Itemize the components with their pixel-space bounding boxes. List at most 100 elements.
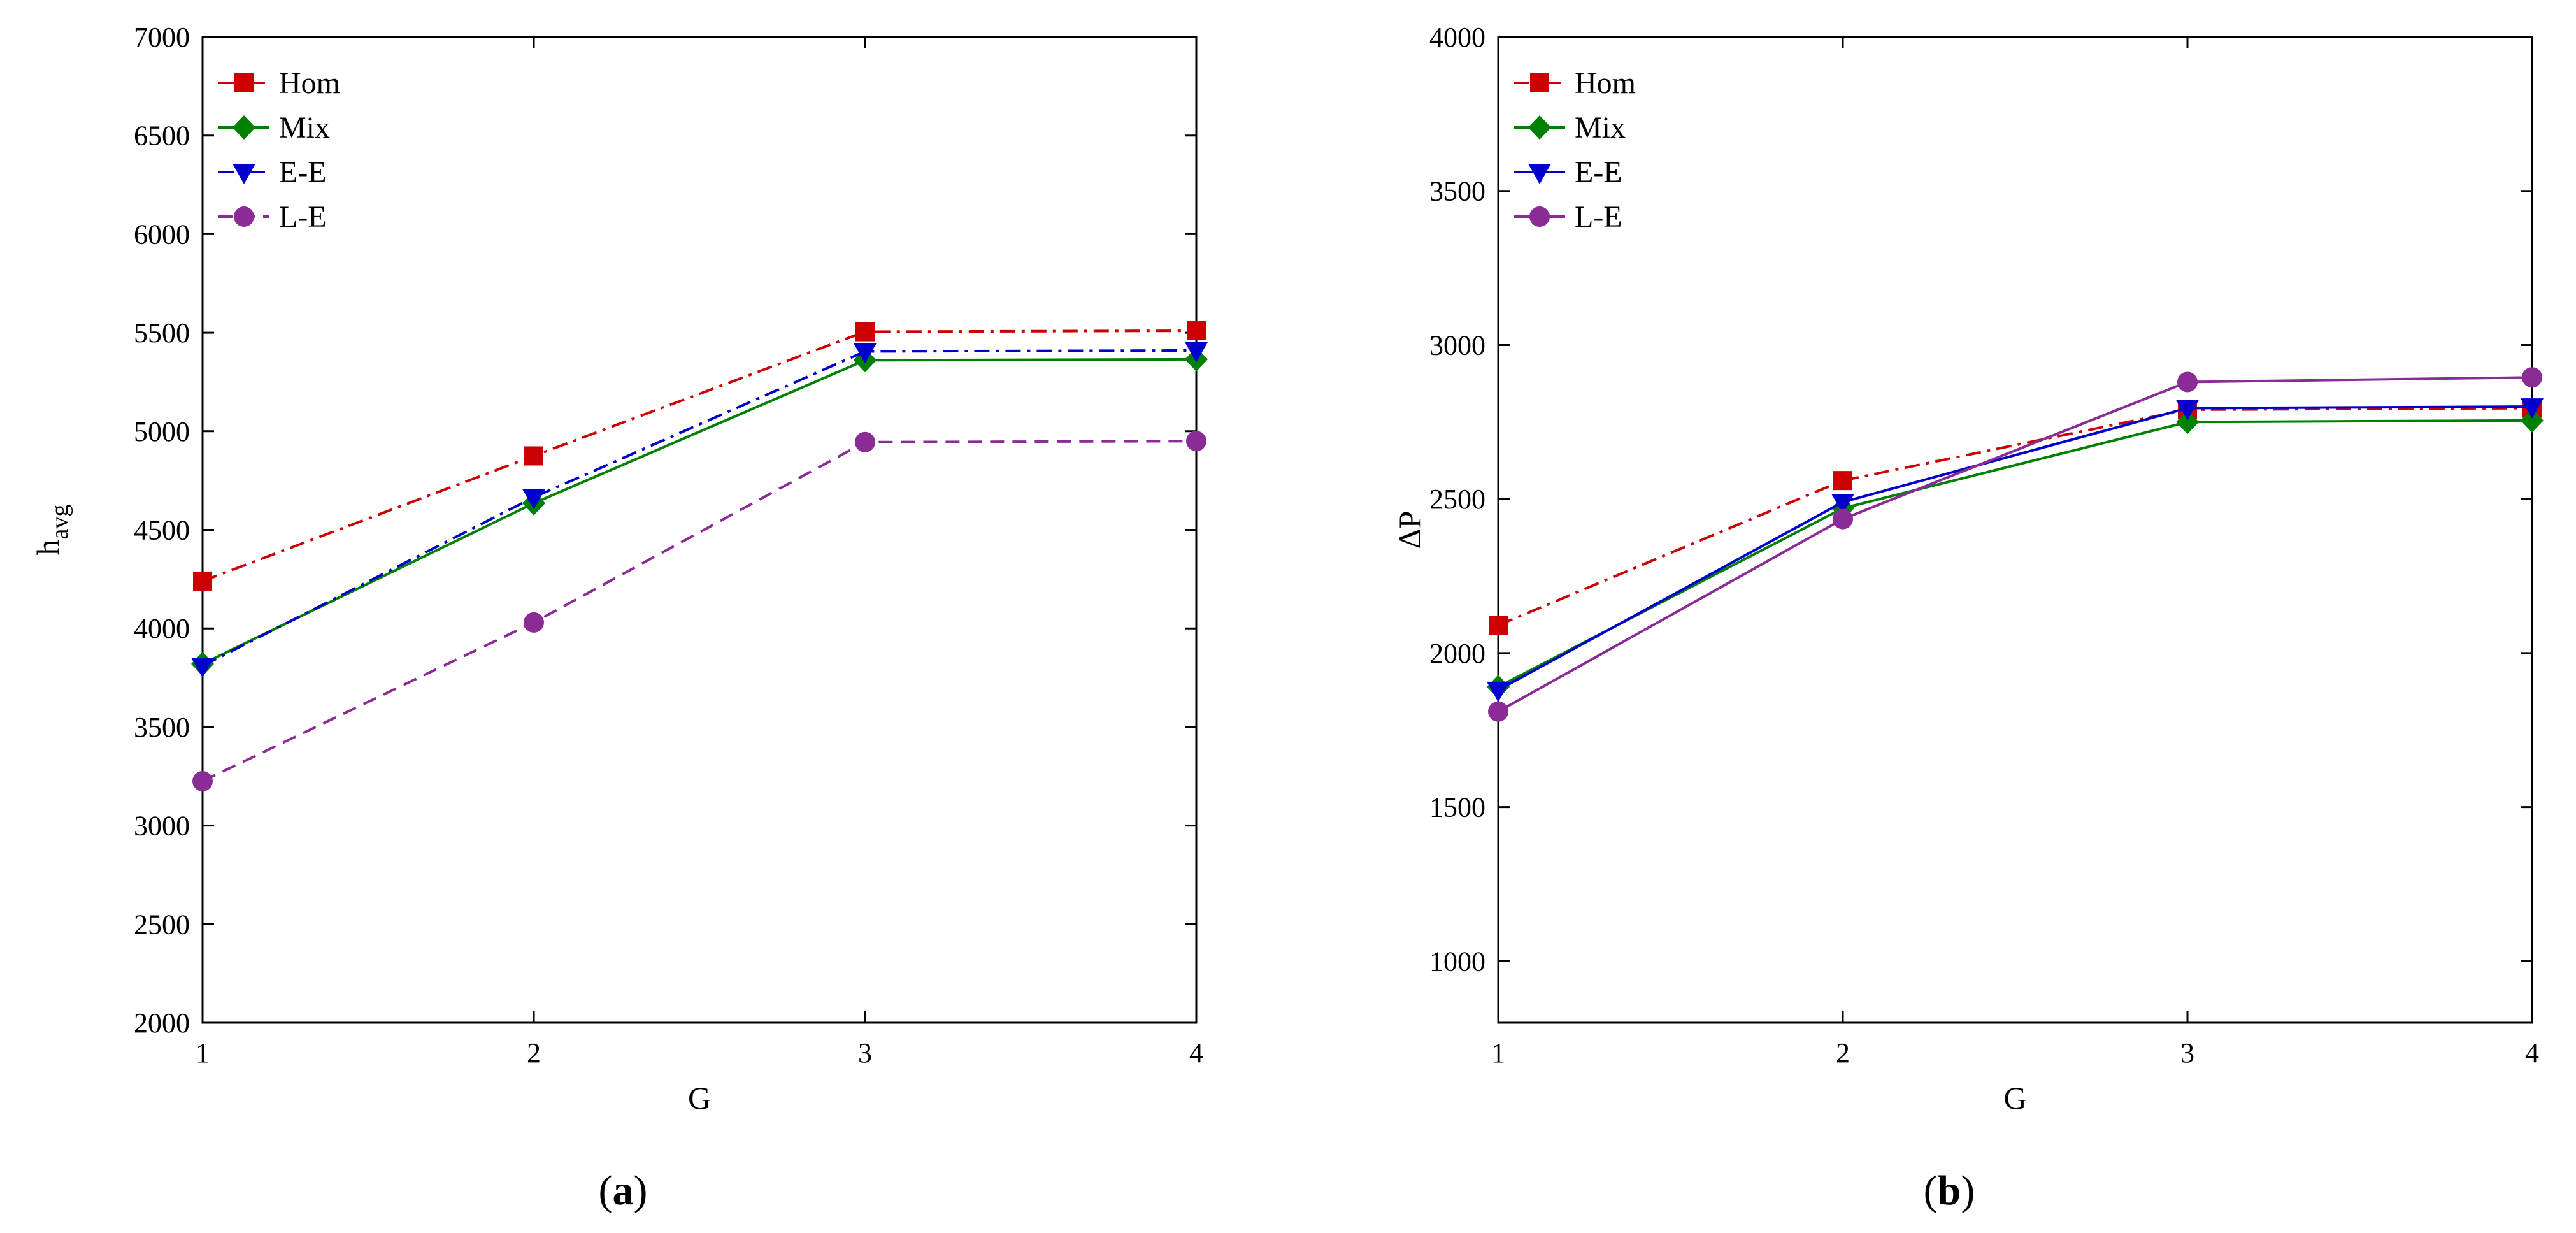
chart-b-xtick-label: 2 (1836, 1037, 1850, 1069)
chart-a-series-e-e-point (191, 657, 214, 678)
chart-a-series-hom-point (1187, 321, 1206, 341)
chart-b-legend-marker (1528, 115, 1551, 140)
chart-a-series-e-e-point (1185, 342, 1208, 363)
chart-a-ytick-label: 3500 (134, 712, 190, 743)
chart-a-xtick-label: 4 (1189, 1037, 1203, 1069)
chart-b-xtick-label: 1 (1491, 1037, 1505, 1069)
chart-b-legend-entry-hom: Hom (1514, 66, 1636, 100)
chart-b-series-e-e-line (1498, 405, 2533, 691)
chart-a-ytick-label: 4000 (134, 613, 190, 644)
chart-a-ytick-label: 2000 (134, 1007, 190, 1039)
chart-a-legend-entry-e-e: E-E (218, 155, 327, 189)
chart-a-legend-label: Mix (279, 111, 330, 145)
chart-b-legend: Hom Mix E-E L-E (1514, 66, 1636, 234)
chart-a-series-e-e-point (854, 343, 877, 364)
chart-b-ytick-label: 3500 (1429, 176, 1485, 207)
chart-b-series-l-e-point (1833, 508, 1853, 530)
chart-a-series-e-e-point (522, 489, 545, 510)
chart-a-series-e-e-line (202, 349, 1197, 667)
chart-a-legend-marker (233, 164, 255, 184)
chart-a-series-l-e-line (202, 440, 1197, 782)
chart-a-series-l-e-point (524, 612, 544, 633)
chart-a-xtick-label: 1 (196, 1037, 210, 1069)
chart-a: 2000 2500 3000 3500 4000 4500 5000 5500 6000 6500… (30, 22, 1208, 1214)
chart-b-series-e-e-point (1831, 493, 1854, 514)
chart-a-ytick-label: 5500 (134, 317, 190, 349)
chart-a-legend-entry-mix: Mix (218, 111, 330, 145)
chart-b-legend-label: E-E (1575, 155, 1622, 189)
chart-a-ytick-label: 6500 (134, 120, 190, 152)
chart-a-series-hom-point (524, 446, 543, 466)
chart-b-legend-marker (1529, 206, 1550, 227)
chart-b-series-l-e-point (2522, 367, 2542, 388)
chart-a-ytick-label: 3000 (134, 811, 190, 842)
chart-b-series-mix-point (2521, 408, 2544, 433)
chart-b-legend-marker (1528, 164, 1551, 184)
chart-b-series-hom-line (1498, 407, 2533, 627)
chart-b-ytick-label: 3000 (1429, 329, 1485, 361)
chart-b-ytick-label: 1500 (1429, 792, 1485, 823)
chart-b: 1000 1500 2000 2500 3000 3500 4000 1 2 3 4 G ΔP Hom Mi… (1392, 22, 2544, 1214)
chart-b-legend-entry-mix: Mix (1514, 111, 1626, 145)
chart-b-legend-label: Hom (1575, 66, 1636, 100)
chart-a-legend-label: L-E (279, 200, 327, 234)
chart-b-axes-box (1497, 36, 2533, 1024)
chart-b-series-e-e (1487, 398, 2544, 702)
chart-a-ytick-label: 4500 (134, 515, 190, 546)
chart-a-caption: (a) (599, 1167, 648, 1214)
chart-a-ytick-label: 7000 (134, 22, 190, 53)
chart-a-ytick-label: 6000 (134, 219, 190, 250)
chart-b-series-mix-line (1498, 419, 2533, 688)
chart-b-series-hom-point (1489, 616, 1508, 635)
chart-b-ytick-label: 2500 (1429, 484, 1485, 515)
chart-a-series-l-e (192, 431, 1206, 791)
chart-b-xtick-label: 3 (2180, 1037, 2194, 1069)
chart-a-legend-marker (233, 115, 255, 140)
chart-a-series-hom-point (193, 571, 212, 591)
chart-b-legend-label: L-E (1575, 200, 1622, 234)
chart-a-series-hom-point (855, 322, 875, 342)
chart-a-ylabel: havg (30, 505, 73, 556)
chart-a-legend-marker (234, 206, 254, 227)
chart-b-ytick-label: 2000 (1429, 638, 1485, 669)
chart-a-ytick-label: 5000 (134, 416, 190, 447)
chart-b-series-hom (1489, 398, 2542, 635)
chart-a-xtick-label: 2 (527, 1037, 541, 1069)
chart-a-ytick-label: 2500 (134, 909, 190, 940)
chart-a-legend-entry-hom: Hom (218, 66, 340, 100)
chart-b-legend-entry-l-e: L-E (1514, 200, 1622, 234)
chart-b-series-hom-point (1833, 471, 1852, 491)
chart-b-series-e-e-point (1487, 681, 1510, 702)
chart-a-series-mix-line (202, 357, 1197, 665)
chart-a-axes-box (201, 36, 1198, 1024)
chart-b-ytick-label: 4000 (1429, 22, 1485, 53)
chart-a-series-hom-line (202, 329, 1197, 582)
chart-a-xtick-label: 3 (858, 1037, 872, 1069)
chart-a-legend-label: E-E (279, 155, 327, 189)
chart-b-xtick-label: 4 (2525, 1037, 2539, 1069)
chart-b-ytick-label: 1000 (1429, 946, 1485, 977)
chart-a-legend-entry-l-e: L-E (218, 200, 327, 234)
chart-a-series-l-e-point (192, 770, 213, 791)
chart-a-series-l-e-point (855, 431, 875, 452)
chart-b-series-mix (1487, 408, 2544, 700)
chart-b-series-e-e-point (2176, 400, 2199, 421)
chart-a-series-l-e-point (1186, 431, 1206, 452)
chart-b-ylabel: ΔP (1392, 511, 1428, 549)
chart-b-legend-label: Mix (1575, 111, 1626, 145)
chart-a-series-e-e (191, 342, 1208, 678)
chart-a-legend: Hom Mix E-E L-E (218, 66, 340, 234)
chart-a-xlabel: G (688, 1080, 711, 1116)
chart-b-xlabel: G (2003, 1080, 2026, 1116)
chart-b-series-l-e-line (1498, 376, 2533, 713)
chart-b-series-l-e (1488, 367, 2542, 722)
chart-b-series-l-e-point (2177, 371, 2198, 393)
chart-b-legend-marker (1530, 73, 1549, 92)
chart-a-series-hom (193, 321, 1206, 591)
chart-a-legend-marker (234, 73, 254, 92)
chart-a-series-mix (191, 347, 1208, 676)
chart-b-legend-entry-e-e: E-E (1514, 155, 1622, 189)
chart-b-caption: (b) (1924, 1167, 1975, 1214)
chart-b-series-l-e-point (1488, 701, 1508, 722)
